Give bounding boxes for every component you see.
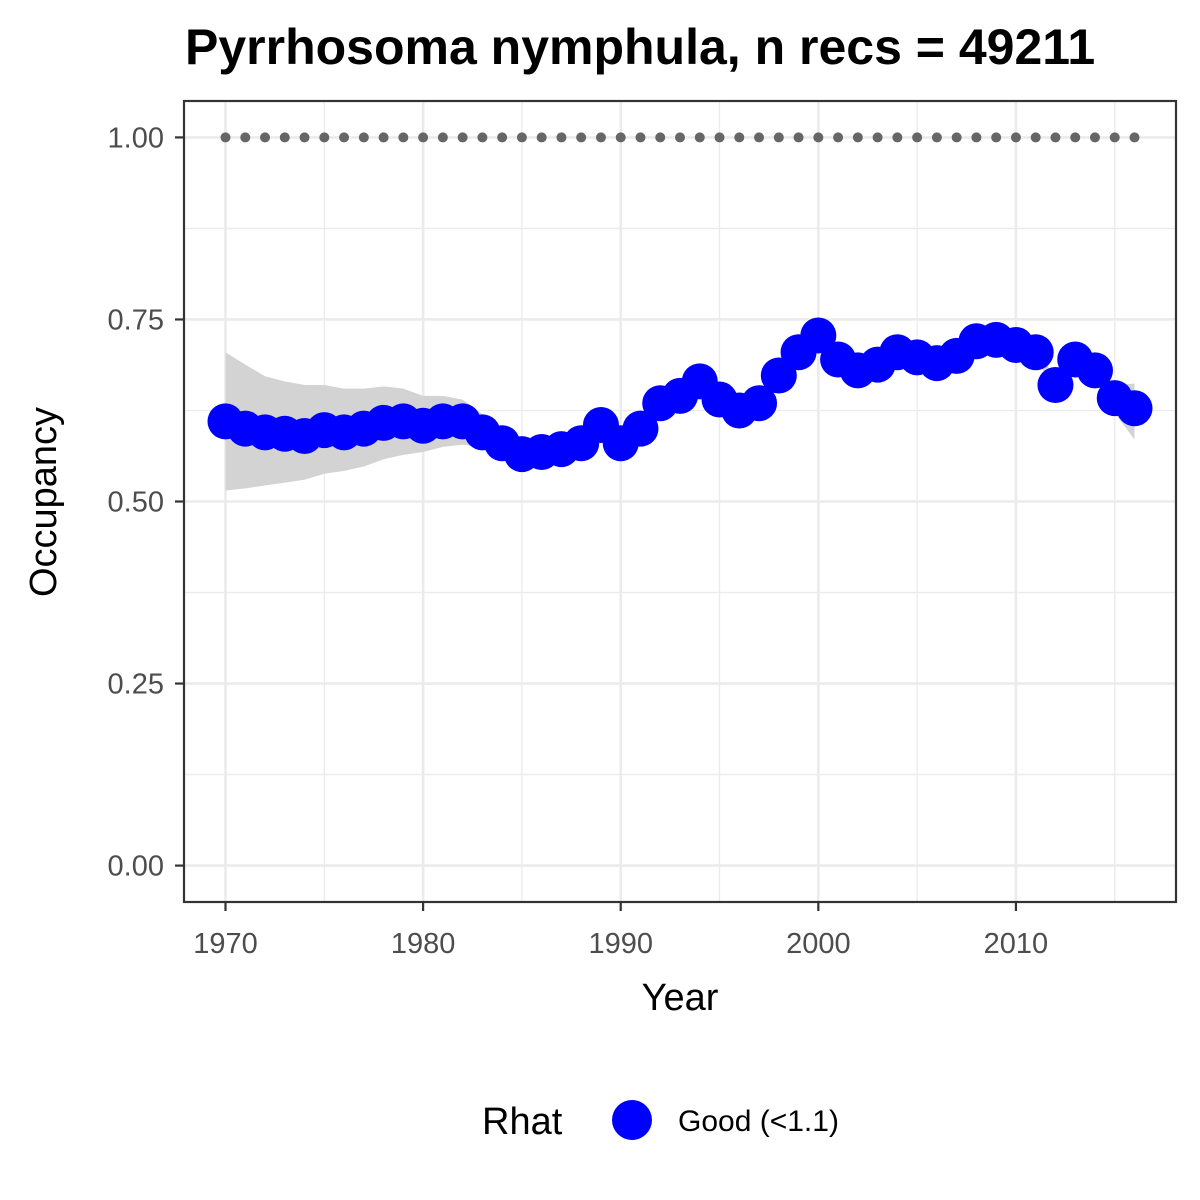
reference-dot [615,132,626,143]
x-tick-label: 1990 [588,928,653,960]
legend-title: Rhat [482,1101,563,1143]
reference-dot [793,132,804,143]
reference-dot [378,132,389,143]
reference-dot [319,132,330,143]
reference-dot [1129,132,1140,143]
reference-dot [398,132,409,143]
x-tick-label: 2010 [984,928,1049,960]
x-tick-label: 2000 [786,928,851,960]
occupancy-points-layer [207,317,1153,473]
y-axis: 0.00 0.25 0.50 0.75 1.00 [108,122,184,883]
y-tick-label: 0.50 [108,487,164,519]
y-tick-label: 0.75 [108,304,164,336]
reference-dot [556,132,567,143]
reference-dot [734,132,745,143]
reference-dot [516,132,527,143]
reference-dot [220,132,231,143]
reference-dot [240,132,251,143]
x-axis: 1970 1980 1990 2000 2010 [193,902,1048,960]
reference-dot [536,132,547,143]
reference-dot [773,132,784,143]
x-tick-label: 1980 [391,928,456,960]
reference-dot [1089,132,1100,143]
reference-dot [833,132,844,143]
reference-dot [437,132,448,143]
reference-dot [1109,132,1120,143]
y-axis-title: Occupancy [23,407,65,597]
reference-dot [912,132,923,143]
reference-dot [576,132,587,143]
reference-dot [1030,132,1041,143]
reference-dot [358,132,369,143]
legend-key-good [612,1100,652,1140]
legend: Rhat Good (<1.1) [482,1100,839,1143]
reference-dot [497,132,508,143]
reference-dot [892,132,903,143]
data-point [1017,334,1054,371]
legend-label-good: Good (<1.1) [678,1105,839,1138]
data-point [1116,390,1153,427]
reference-dot [675,132,685,143]
data-point [800,317,837,354]
reference-dot [635,132,646,143]
data-point [1076,352,1113,389]
reference-dot [931,132,942,143]
reference-dot [872,132,883,143]
reference-dot [339,132,350,143]
reference-dot [457,132,468,143]
reference-dot [714,132,725,143]
x-tick-label: 1970 [193,928,258,960]
reference-dot [754,132,765,143]
y-tick-label: 0.25 [108,669,164,701]
reference-dot [1050,132,1061,143]
reference-dot [595,132,606,143]
data-point [741,385,778,422]
reference-dot [655,132,666,143]
reference-dot [694,132,705,143]
reference-dot [991,132,1002,143]
data-point [1037,366,1074,403]
reference-dot [477,132,488,143]
reference-dot [1070,132,1081,143]
reference-dot [852,132,863,143]
reference-dot [1010,132,1021,143]
y-tick-label: 1.00 [108,122,164,154]
reference-dot [418,132,429,143]
data-point [622,410,659,447]
reference-dot [951,132,962,143]
y-tick-label: 0.00 [108,851,164,883]
chart-title: Pyrrhosoma nymphula, n recs = 49211 [185,19,1095,75]
x-axis-title: Year [642,977,719,1019]
reference-dot [279,132,290,143]
reference-dot [971,132,982,143]
reference-dot [260,132,271,143]
reference-dot [813,132,824,143]
reference-dot [299,132,310,143]
reference-dots-layer [220,132,1140,143]
